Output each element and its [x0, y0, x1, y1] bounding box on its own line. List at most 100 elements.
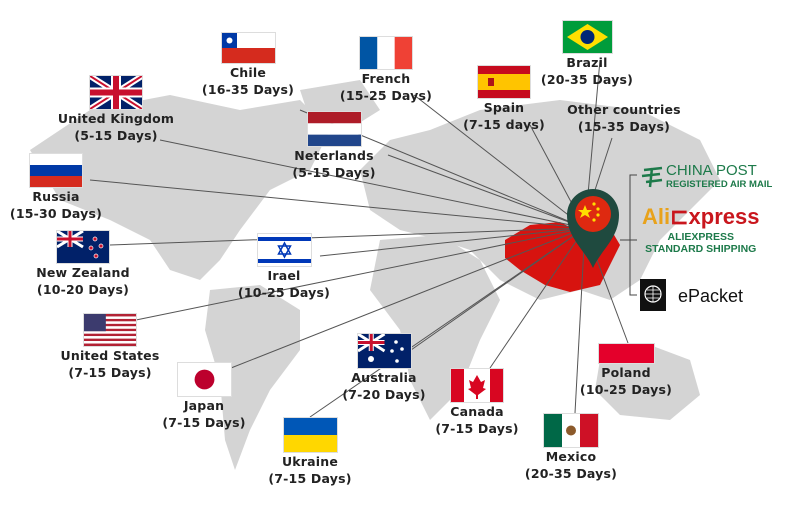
country-uk: United Kingdom (5-15 Days)	[41, 75, 191, 144]
delivery-days: (10-25 Days)	[237, 285, 331, 300]
country-name: French	[361, 71, 411, 86]
country-japan: Japan (7-15 Days)	[129, 362, 279, 431]
delivery-days: (7-15 days)	[463, 117, 545, 132]
connector-line-russia	[89, 179, 586, 229]
connector-line-netherlands	[387, 154, 586, 229]
country-canada: Canada (7-15 Days)	[402, 368, 552, 437]
origin-pin	[567, 189, 619, 268]
small-star-icon	[596, 213, 600, 217]
south-america	[205, 285, 300, 470]
delivery-days: (15-25 Days)	[339, 88, 433, 103]
spain-flag-icon	[477, 65, 531, 99]
north-america	[30, 95, 330, 280]
delivery-days: (15-35 Days)	[577, 119, 671, 134]
australia-flag-icon	[356, 333, 412, 369]
country-france: French (15-25 Days)	[311, 36, 461, 104]
country-name: Neterlands	[294, 148, 374, 163]
delivery-days: (5-15 Days)	[292, 165, 376, 180]
china-post-logo: CHINA POST REGISTERED AIR MAIL	[640, 163, 772, 190]
country-chile: Chile (16-35 Days)	[173, 32, 323, 98]
country-name: Canada	[450, 404, 504, 419]
delivery-days: (10-20 Days)	[36, 282, 130, 297]
delivery-days: (7-15 Days)	[268, 471, 352, 486]
mexico-flag-icon	[543, 413, 599, 448]
connector-line-mexico	[574, 227, 586, 414]
china-post-subtitle: REGISTERED AIR MAIL	[666, 179, 773, 190]
chile-flag-icon	[220, 32, 276, 64]
connector-line-uk	[159, 139, 586, 229]
country-name: Poland	[601, 365, 651, 380]
delivery-days: (20-35 Days)	[540, 72, 634, 87]
country-name: New Zealand	[36, 265, 130, 280]
country-name: Australia	[351, 370, 417, 385]
country-name: Irael	[267, 268, 301, 283]
country-ukraine: Ukraine (7-15 Days)	[235, 417, 385, 487]
brazil-flag-icon	[561, 20, 613, 54]
connector-line-canada	[489, 227, 586, 369]
country-name: Mexico	[545, 449, 597, 464]
nz-flag-icon	[56, 230, 110, 264]
country-name: Russia	[32, 189, 80, 204]
country-name: Ukraine	[281, 454, 339, 469]
country-netherlands: Neterlands (5-15 Days)	[259, 111, 409, 181]
ukraine-flag-icon	[282, 417, 338, 453]
netherlands-flag-icon	[306, 111, 362, 147]
country-brazil: Brazil (20-35 Days)	[512, 20, 662, 88]
france-flag-icon	[359, 36, 413, 70]
epacket-globe-icon	[640, 279, 666, 311]
country-mexico: Mexico (20-35 Days)	[496, 413, 646, 482]
aliexpress-line2: STANDARD SHIPPING	[645, 243, 757, 255]
usa-flag-icon	[83, 313, 137, 347]
africa	[370, 235, 500, 420]
aliexpress-logo: Ali⊏xpress ALIEXPRESS STANDARD SHIPPING	[642, 204, 760, 256]
delivery-days: (16-35 Days)	[201, 82, 295, 97]
small-star-icon	[592, 202, 596, 206]
china-post-icon	[641, 166, 663, 188]
epacket-label: ePacket	[678, 286, 744, 306]
delivery-days: (7-15 Days)	[435, 421, 519, 436]
connector-line-israel	[319, 227, 586, 257]
connector-line-japan	[230, 227, 586, 369]
other-countries-label: Other countries (15-35 Days)	[544, 101, 704, 135]
delivery-days: (7-15 Days)	[68, 365, 152, 380]
china-post-title: CHINA POST	[666, 162, 757, 179]
country-name: Spain	[483, 100, 525, 115]
israel-flag-icon	[256, 233, 312, 267]
delivery-days: (15-30 Days)	[9, 206, 103, 221]
japan-flag-icon	[176, 362, 232, 397]
country-name: Brazil	[566, 55, 608, 70]
country-usa: United States (7-15 Days)	[35, 313, 185, 381]
china-flag-circle	[575, 196, 611, 232]
poland-flag-icon	[597, 343, 655, 364]
country-name: Chile	[229, 65, 267, 80]
connector-line-nz	[109, 227, 586, 246]
uk-flag-icon	[89, 75, 143, 110]
country-poland: Poland (10-25 Days)	[551, 343, 701, 398]
aliexpress-wordmark: Ali⊏xpress	[642, 204, 760, 229]
star-icon	[578, 205, 592, 218]
russia-flag-icon	[29, 153, 83, 188]
delivery-days: (5-15 Days)	[74, 128, 158, 143]
connector-line-other	[594, 137, 613, 191]
small-star-icon	[596, 207, 600, 211]
delivery-days: (20-35 Days)	[524, 466, 618, 481]
aliexpress-line1: ALIEXPRESS	[667, 231, 735, 243]
connector-line-usa	[135, 227, 586, 321]
country-nz: New Zealand (10-20 Days)	[8, 230, 158, 298]
country-spain: Spain (7-15 days)	[429, 65, 579, 133]
delivery-days: (10-25 Days)	[579, 382, 673, 397]
country-name: Other countries	[567, 102, 681, 117]
delivery-days: (7-15 Days)	[162, 415, 246, 430]
country-name: United Kingdom	[57, 111, 175, 126]
country-australia: Australia (7-20 Days)	[309, 333, 459, 403]
country-name: United States	[60, 348, 160, 363]
connector-line-ukraine	[309, 227, 586, 418]
country-name: Japan	[183, 398, 225, 413]
country-russia: Russia (15-30 Days)	[0, 153, 131, 222]
delivery-days: (7-20 Days)	[342, 387, 426, 402]
canada-flag-icon	[450, 368, 504, 403]
epacket-logo: ePacket	[640, 279, 743, 313]
small-star-icon	[592, 218, 596, 222]
